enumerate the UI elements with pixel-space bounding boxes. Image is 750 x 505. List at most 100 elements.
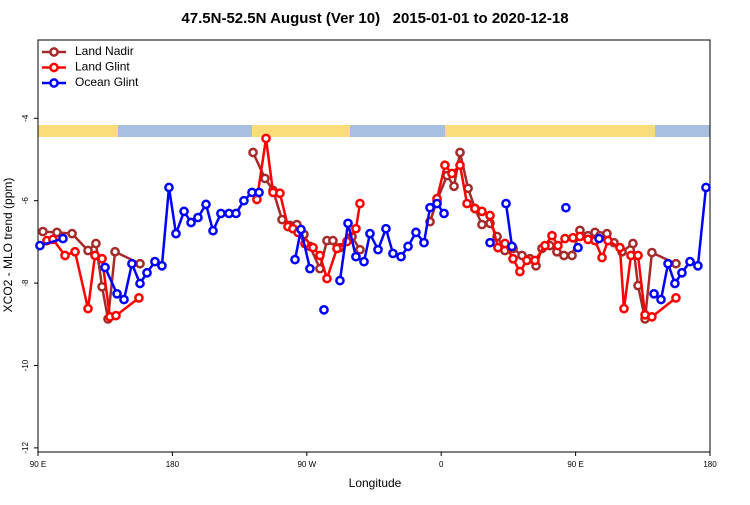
- data-point: [671, 293, 681, 303]
- data-point: [127, 258, 137, 269]
- data-point: [35, 240, 45, 251]
- data-point: [701, 182, 711, 193]
- data-point: [52, 227, 62, 238]
- data-point: [649, 288, 659, 299]
- data-point: [319, 305, 329, 315]
- data-point: [507, 241, 517, 252]
- data-point: [615, 242, 625, 253]
- data-point: [670, 278, 680, 289]
- y-tick-label: -4: [21, 114, 30, 122]
- data-point: [193, 212, 203, 223]
- data-point: [112, 288, 122, 299]
- data-point: [135, 278, 145, 289]
- data-point: [254, 187, 264, 198]
- data-point: [597, 252, 607, 263]
- data-point: [171, 228, 181, 239]
- data-point: [693, 260, 703, 271]
- data-point: [351, 223, 361, 234]
- legend-marker: [49, 78, 59, 88]
- data-point: [351, 251, 361, 262]
- data-point: [142, 267, 152, 278]
- data-point: [685, 256, 695, 267]
- data-point: [547, 230, 557, 241]
- data-point: [540, 240, 550, 251]
- data-point: [83, 303, 93, 314]
- data-point: [633, 250, 643, 261]
- y-axis-label: XCO2 - MLO trend (ppm): [1, 178, 15, 313]
- legend-label: Land Nadir: [75, 44, 134, 58]
- data-point: [328, 235, 338, 246]
- data-point: [553, 240, 563, 251]
- data-point: [296, 224, 306, 235]
- data-point: [231, 208, 241, 219]
- x-axis-label: Longitude: [349, 476, 402, 490]
- data-point: [567, 250, 577, 261]
- data-point: [179, 206, 189, 217]
- data-point: [60, 250, 70, 261]
- chart-title: 47.5N-52.5N August (Ver 10) 2015-01-01 t…: [181, 10, 568, 27]
- data-point: [70, 246, 80, 257]
- data-point: [83, 245, 93, 256]
- land-ocean-strip: [38, 125, 710, 137]
- data-point: [628, 238, 638, 249]
- data-point: [396, 251, 406, 262]
- data-point: [332, 243, 342, 254]
- data-point: [305, 263, 315, 274]
- data-point: [530, 255, 540, 266]
- y-tick-label: -10: [21, 359, 30, 371]
- data-point: [110, 246, 120, 257]
- data-point: [239, 195, 249, 206]
- data-point: [594, 233, 604, 244]
- data-point: [365, 228, 375, 239]
- data-point: [411, 227, 421, 238]
- data-point: [38, 226, 48, 237]
- data-point: [150, 256, 160, 267]
- data-point: [619, 303, 629, 314]
- y-tick-label: -8: [21, 279, 30, 287]
- data-point: [322, 273, 332, 284]
- data-point: [508, 253, 518, 264]
- data-point: [403, 241, 413, 252]
- data-point: [335, 275, 345, 286]
- data-point: [111, 310, 121, 321]
- x-tick-label: 0: [439, 460, 444, 469]
- data-point: [522, 255, 532, 266]
- data-point: [355, 198, 365, 209]
- data-point: [485, 210, 495, 221]
- data-point: [260, 173, 270, 184]
- data-point: [100, 262, 110, 273]
- data-point: [67, 228, 77, 239]
- data-point: [308, 242, 318, 253]
- data-point: [201, 199, 211, 210]
- data-point: [561, 202, 571, 213]
- data-point: [381, 223, 391, 234]
- data-point: [425, 202, 435, 213]
- data-point: [449, 181, 459, 192]
- data-point: [208, 225, 218, 236]
- data-point: [388, 248, 398, 259]
- data-point: [477, 206, 487, 217]
- data-point: [455, 160, 465, 171]
- data-point: [439, 208, 449, 219]
- data-point: [447, 168, 457, 179]
- x-tick-label: 90 E: [567, 460, 583, 469]
- data-point: [573, 242, 583, 253]
- data-point: [186, 217, 196, 228]
- data-point: [91, 238, 101, 249]
- legend-label: Land Glint: [75, 60, 130, 74]
- x-tick-label: 180: [166, 460, 180, 469]
- data-point: [315, 250, 325, 261]
- data-point: [373, 244, 383, 255]
- data-point: [135, 258, 145, 269]
- data-point: [559, 250, 569, 261]
- data-point: [134, 293, 144, 303]
- y-tick-label: -6: [21, 197, 30, 205]
- data-point: [419, 237, 429, 248]
- data-point: [603, 235, 613, 246]
- legend-label: Ocean Glint: [75, 75, 139, 89]
- x-tick-label: 180: [703, 460, 717, 469]
- plot-frame: [37, 39, 711, 453]
- x-tick-label: 90 E: [30, 460, 46, 469]
- data-point: [477, 219, 487, 230]
